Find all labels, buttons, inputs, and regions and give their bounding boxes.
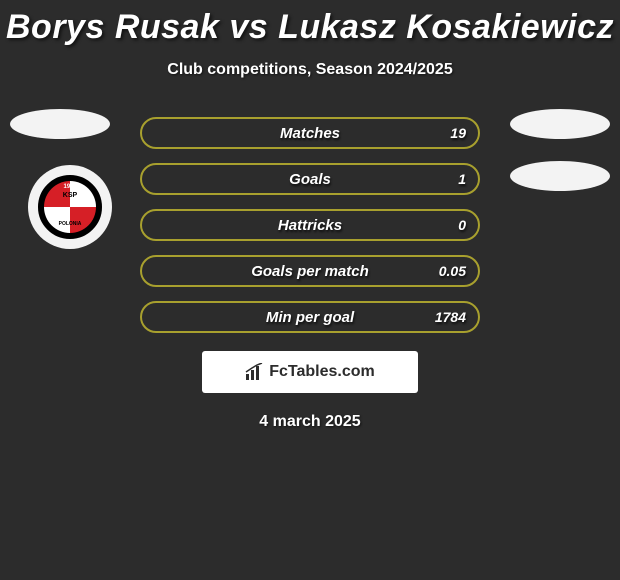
right-placeholder-oval	[510, 109, 610, 139]
stat-bar: Goals per match 0.05	[140, 255, 480, 287]
left-placeholder-oval	[10, 109, 110, 139]
stat-label: Goals	[289, 171, 331, 188]
date-label: 4 march 2025	[0, 413, 620, 431]
stat-label: Matches	[280, 125, 340, 142]
page-title: Borys Rusak vs Lukasz Kosakiewicz	[0, 8, 620, 47]
stats-area: 1911 KSP POLONIA Matches 19 Goals 1 Hattrick…	[0, 117, 620, 333]
infographic-container: Borys Rusak vs Lukasz Kosakiewicz Club c…	[0, 0, 620, 431]
stat-bar: Hattricks 0	[140, 209, 480, 241]
svg-text:KSP: KSP	[63, 192, 78, 199]
club-badge: 1911 KSP POLONIA	[28, 165, 112, 249]
brand-badge: FcTables.com	[202, 351, 418, 393]
stat-value-right: 19	[450, 125, 466, 141]
stat-label: Hattricks	[278, 217, 342, 234]
stat-bar: Matches 19	[140, 117, 480, 149]
stat-value-right: 0.05	[439, 263, 466, 279]
stat-label: Goals per match	[251, 263, 369, 280]
stat-label: Min per goal	[266, 309, 354, 326]
stat-value-right: 0	[458, 217, 466, 233]
stat-bar: Goals 1	[140, 163, 480, 195]
stat-value-right: 1	[458, 171, 466, 187]
subtitle: Club competitions, Season 2024/2025	[0, 61, 620, 79]
right-placeholder-oval	[510, 161, 610, 191]
stat-bar: Min per goal 1784	[140, 301, 480, 333]
stat-value-right: 1784	[435, 309, 466, 325]
brand-text: FcTables.com	[269, 363, 375, 381]
chart-icon	[245, 363, 263, 381]
svg-text:1911: 1911	[63, 184, 77, 190]
svg-text:POLONIA: POLONIA	[59, 221, 82, 227]
polonia-badge-icon: 1911 KSP POLONIA	[38, 175, 102, 239]
